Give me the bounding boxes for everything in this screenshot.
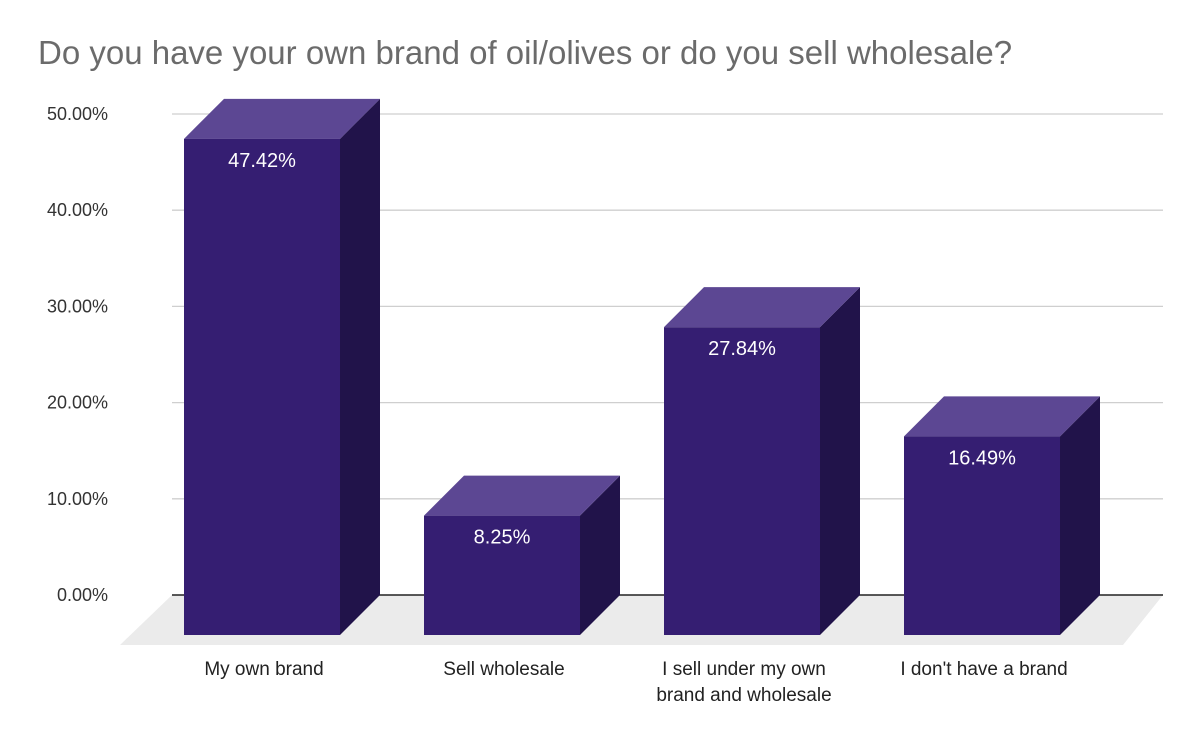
bar-front-face (184, 138, 340, 636)
bar-top-face (184, 98, 380, 139)
bar-side-face (1060, 396, 1100, 635)
bar-1: 47.42% (184, 98, 380, 636)
x-category-label: My own brand (204, 659, 323, 680)
x-category-label: Sell wholesale (443, 659, 564, 680)
chart-title: Do you have your own brand of oil/olives… (38, 34, 1013, 71)
chart-floor (120, 595, 1163, 645)
y-tick-label: 40.00% (47, 200, 108, 220)
data-label: 16.49% (948, 447, 1016, 469)
bar-4: 16.49% (904, 396, 1100, 635)
data-label: 27.84% (708, 338, 776, 360)
x-category-label: brand and wholesale (656, 685, 831, 706)
y-tick-label: 30.00% (47, 296, 108, 316)
x-category-label: I sell under my own (662, 659, 826, 680)
y-tick-label: 50.00% (47, 104, 108, 124)
bar-3: 27.84% (664, 287, 860, 635)
bar-front-face (424, 515, 580, 635)
bar-side-face (340, 98, 380, 636)
data-label: 47.42% (228, 150, 296, 172)
x-category-label: I don't have a brand (900, 659, 1067, 680)
y-tick-label: 20.00% (47, 393, 108, 413)
bar-side-face (580, 475, 620, 635)
bar-top-face (904, 396, 1100, 437)
bar-side-face (820, 287, 860, 635)
bar-top-face (424, 475, 620, 516)
y-tick-label: 0.00% (57, 585, 108, 605)
bar-2: 8.25% (424, 475, 620, 635)
bar-front-face (664, 327, 820, 635)
data-label: 8.25% (474, 527, 531, 549)
y-tick-label: 10.00% (47, 489, 108, 509)
bar-front-face (904, 436, 1060, 635)
bar-top-face (664, 287, 860, 328)
